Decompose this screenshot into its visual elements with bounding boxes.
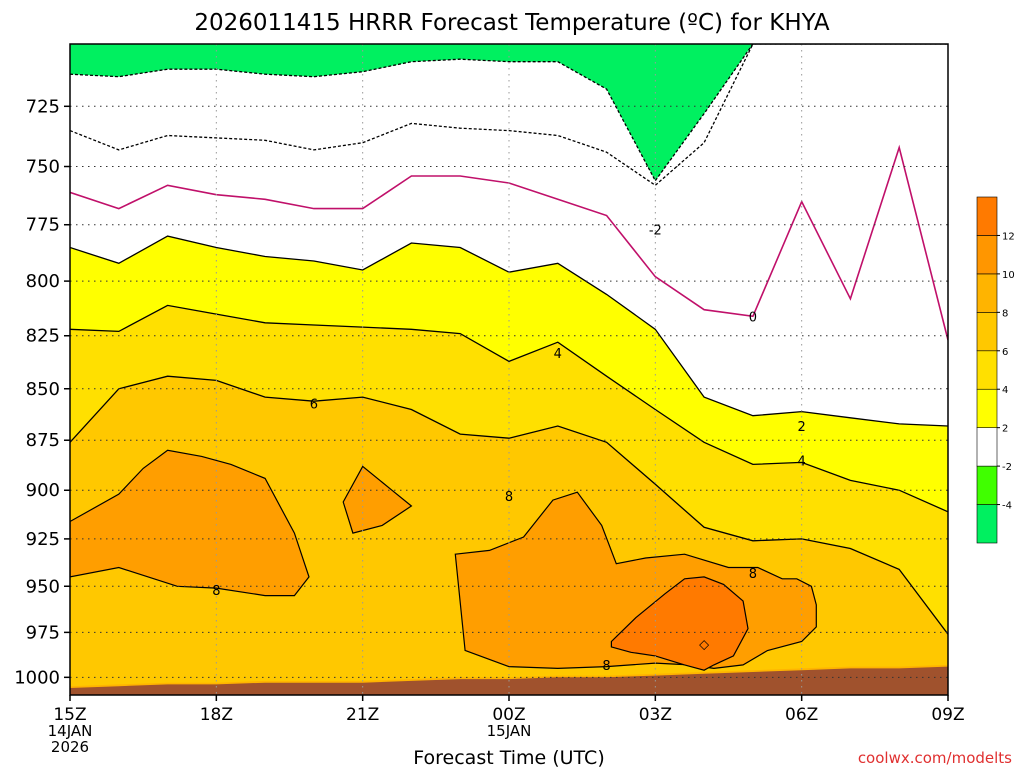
y-tick-label: 775 <box>26 215 60 236</box>
colorbar-segment <box>976 312 998 352</box>
colorbar-segment <box>976 273 998 313</box>
contour-label: 8 <box>602 659 610 674</box>
y-tick-label: 850 <box>26 379 60 400</box>
plot-layers: -2 0 4 6 2 4 8 8 8 8 ◇ <box>70 44 948 695</box>
y-tick-label: 925 <box>26 529 60 550</box>
y-tick-label: 825 <box>26 326 60 347</box>
region-ge10-0 <box>610 576 749 671</box>
y-tick-label: 975 <box>26 622 60 643</box>
colorbar-segment <box>976 427 998 467</box>
colorbar-label: 2 <box>1002 424 1008 435</box>
x-tick-label: 15Z <box>53 705 86 725</box>
colorbar-segment <box>976 196 998 236</box>
y-tick-label: 800 <box>26 271 60 292</box>
y-tick-label: 1000 <box>14 667 60 688</box>
x-tick-label: 15JAN <box>487 722 532 740</box>
colorbar-label: -2 <box>1002 462 1012 473</box>
region-ge8-0 <box>70 449 310 597</box>
contour-label: 0 <box>749 310 757 325</box>
contour-label: -2 <box>649 223 662 238</box>
y-tick-label: 750 <box>26 157 60 178</box>
contour-label: 8 <box>212 584 220 599</box>
x-tick-label: 21Z <box>346 705 379 725</box>
x-tick-label: 03Z <box>639 705 672 725</box>
colorbar-segment <box>976 465 998 505</box>
y-tick-label: 900 <box>26 480 60 501</box>
x-axis-label: Forecast Time (UTC) <box>413 747 604 768</box>
contour-line--4 <box>70 44 948 187</box>
x-tick-label: 09Z <box>931 705 964 725</box>
colorbar-segment <box>976 350 998 390</box>
x-tick-label: 00Z <box>492 705 525 725</box>
x-tick-label: 06Z <box>785 705 818 725</box>
contour-label: 6 <box>310 397 318 412</box>
colorbar-label: -4 <box>1002 501 1012 512</box>
colorbar-label: 6 <box>1002 347 1008 358</box>
contour-label: 4 <box>554 347 562 362</box>
colorbar-segment <box>976 235 998 275</box>
y-tick-label: 950 <box>26 576 60 597</box>
contour-label: ◇ <box>699 637 709 652</box>
contour-label: 2 <box>798 420 806 435</box>
colorbar-segment <box>976 504 998 544</box>
contour-label: 4 <box>798 454 806 469</box>
region-ge8-1 <box>342 465 413 534</box>
colorbar-label: 12 <box>1002 231 1015 242</box>
chart-title: 2026011415 HRRR Forecast Temperature (ºC… <box>194 10 830 36</box>
credit-text: coolwx.com/modelts <box>858 749 1012 767</box>
x-tick-label: 14JAN <box>48 722 93 740</box>
y-tick-label: 875 <box>26 430 60 451</box>
plot-area: -2 0 4 6 2 4 8 8 8 8 ◇ <box>70 44 948 695</box>
contour-label: 8 <box>505 490 513 505</box>
y-tick-label: 725 <box>26 96 60 117</box>
colorbar-label: 4 <box>1002 385 1008 396</box>
colorbar-segment <box>976 388 998 428</box>
contour-label: 8 <box>749 567 757 582</box>
colorbar-label: 10 <box>1002 270 1015 281</box>
x-tick-label: 18Z <box>200 705 233 725</box>
colorbar: -4 -2 2 4 6 8 10 12 <box>976 196 1015 544</box>
colorbar-label: 8 <box>1002 308 1008 319</box>
x-tick-label: 2026 <box>51 738 89 756</box>
axes: 725 750 775 800 825 850 875 900 925 950 975 1000 15Z… <box>14 43 965 756</box>
